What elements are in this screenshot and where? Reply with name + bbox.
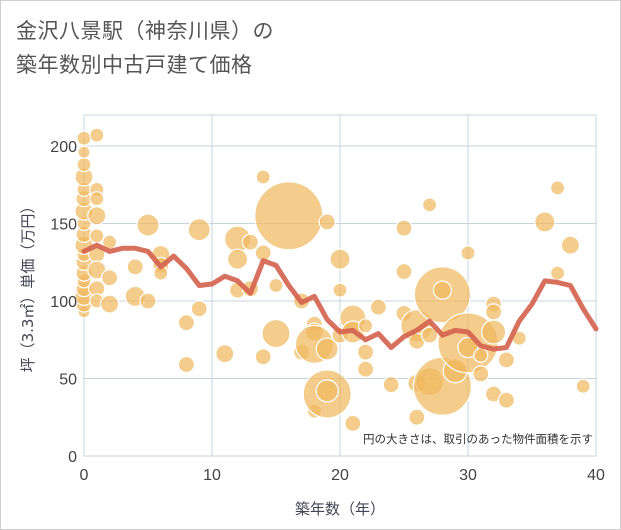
bubble-point: [395, 262, 413, 281]
bubble-point: [369, 298, 387, 316]
y-tick-label: 0: [68, 449, 77, 466]
bubble-point: [408, 408, 426, 426]
bubble-size-note: 円の大きさは、取引のあった物件面積を示す: [363, 432, 593, 446]
bubble-point: [358, 318, 374, 334]
bubble-point: [575, 378, 591, 394]
bubble-point: [357, 360, 375, 378]
x-tick-label: 30: [459, 467, 477, 484]
bubble-point: [497, 351, 515, 369]
bubble-point: [432, 280, 452, 300]
bubble-point: [89, 191, 105, 207]
bubble-point: [89, 127, 105, 143]
average-price-line: [81, 242, 599, 352]
bubble-point: [344, 414, 362, 433]
chart-title-line2: 築年数別中古戸建て価格: [16, 53, 253, 77]
bubble-point: [481, 319, 507, 345]
bubble-point: [241, 233, 259, 251]
chart-title: 金沢八景駅（神奈川県）の 築年数別中古戸建て価格: [16, 14, 274, 82]
bubble-point: [261, 318, 291, 349]
bubble-point: [534, 211, 556, 233]
bubble-layer: [74, 127, 591, 433]
bubble-point: [190, 300, 208, 318]
bubble-point: [472, 365, 490, 383]
bubble-point: [254, 348, 272, 366]
chart-title-line1: 金沢八景駅（神奈川県）の: [16, 19, 274, 43]
bubble-point: [497, 391, 515, 409]
trend-layer: [81, 242, 599, 352]
y-tick-label: 100: [50, 294, 77, 311]
bubble-point: [89, 228, 105, 244]
bubble-point: [315, 337, 339, 361]
bubble-point: [268, 277, 284, 294]
y-axis-label: 坪（3.3㎡）単価（万円）: [19, 199, 37, 373]
bubble-point: [549, 180, 566, 196]
bubble-point: [100, 269, 119, 287]
bubble-point: [315, 379, 339, 403]
bubble-point: [332, 282, 348, 298]
bubble-point: [215, 344, 235, 364]
bubble-point: [87, 260, 107, 280]
bubble-point: [76, 157, 92, 173]
x-tick-label: 40: [587, 467, 605, 484]
x-tick-label: 0: [80, 467, 89, 484]
x-axis-label: 築年数（年）: [295, 500, 385, 518]
bubble-point: [227, 248, 249, 270]
bubble-point: [422, 197, 438, 213]
bubble-point: [382, 376, 400, 394]
bubble-point: [99, 294, 120, 314]
tick-labels: 0 10 20 30 40 0 50 100 150 200: [50, 139, 605, 484]
x-tick-label: 10: [203, 467, 221, 484]
bubble-point: [139, 292, 157, 310]
bubble-point: [255, 169, 271, 185]
bubble-point: [177, 314, 195, 332]
bubble-point: [460, 245, 476, 261]
bubble-point: [77, 145, 91, 159]
bubble-point: [76, 130, 92, 146]
bubble-point: [457, 336, 479, 359]
y-tick-label: 150: [50, 217, 77, 234]
bubble-point: [560, 235, 581, 255]
bubble-point: [177, 355, 195, 374]
x-tick-label: 20: [331, 467, 349, 484]
bubble-point: [187, 218, 211, 242]
bubble-point: [329, 248, 351, 270]
bubble-point: [254, 181, 324, 251]
bubble-point: [395, 219, 413, 237]
bubble-point: [136, 213, 160, 237]
bubble-point: [357, 343, 375, 361]
bubble-point: [485, 303, 503, 321]
y-tick-label: 200: [50, 139, 77, 156]
bubble-point: [473, 347, 489, 363]
bubble-point: [87, 206, 107, 226]
bubble-point: [126, 258, 144, 276]
bubble-point: [318, 213, 336, 231]
bubble-point: [421, 326, 439, 344]
bubble-point: [549, 265, 566, 281]
y-tick-label: 50: [59, 372, 77, 389]
